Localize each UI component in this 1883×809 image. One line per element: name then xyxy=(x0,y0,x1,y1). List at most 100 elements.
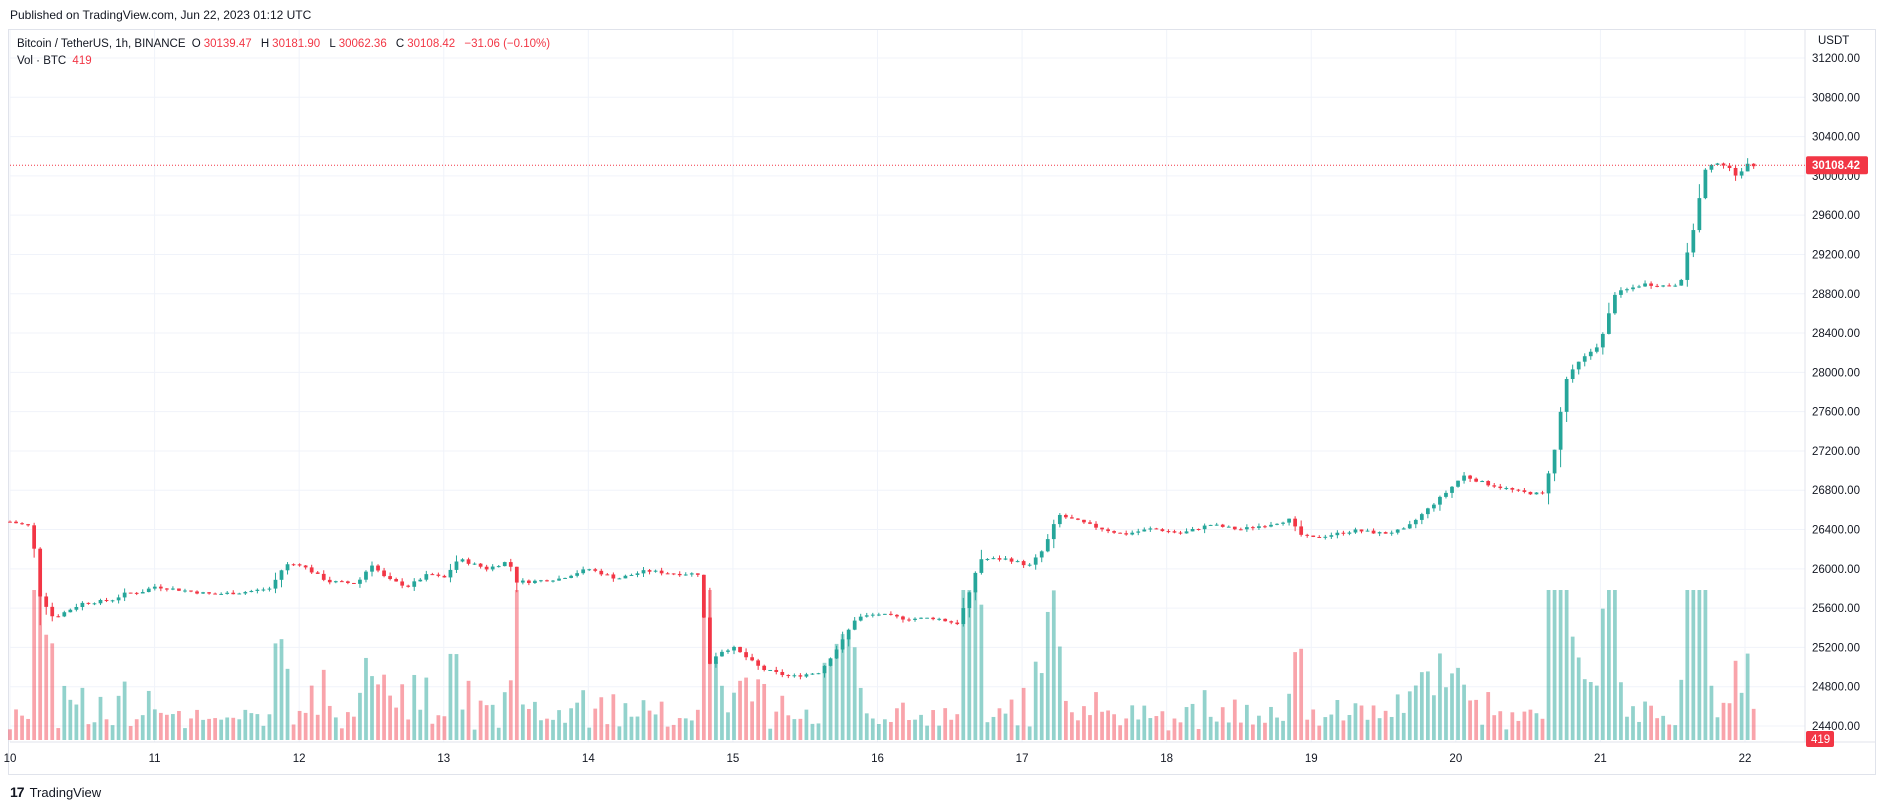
candle-body xyxy=(1094,523,1098,528)
candle-body xyxy=(1033,557,1038,565)
symbol-label[interactable]: Bitcoin / TetherUS, 1h, BINANCE xyxy=(17,38,186,50)
candle-body xyxy=(116,597,121,601)
volume-bar xyxy=(1287,693,1291,740)
candle-body xyxy=(1190,528,1195,532)
volume-bar xyxy=(382,674,386,740)
candle-body xyxy=(858,616,863,621)
candle-body xyxy=(171,588,175,590)
candle-body xyxy=(472,563,477,565)
volume-bar xyxy=(1637,721,1641,740)
change-value: −31.06 (−0.10%) xyxy=(464,38,551,50)
volume-bar xyxy=(496,727,501,740)
candle-body xyxy=(1685,252,1690,280)
volume-bar xyxy=(1691,590,1696,740)
price-tick-label: 24800.00 xyxy=(1812,682,1860,694)
price-tick-label: 27200.00 xyxy=(1812,446,1860,458)
candle-body xyxy=(1631,287,1635,290)
candle-body xyxy=(647,570,652,572)
volume-bar xyxy=(1257,715,1261,740)
candle-body xyxy=(333,581,338,583)
candle-body xyxy=(1498,486,1503,489)
price-tick-label: 25200.00 xyxy=(1812,642,1860,654)
volume-bar xyxy=(472,729,477,740)
candle-body xyxy=(798,675,803,677)
candle-body xyxy=(1178,532,1183,534)
volume-bar xyxy=(623,703,628,740)
price-tick-label: 26800.00 xyxy=(1812,485,1860,497)
candle-body xyxy=(533,580,537,584)
candle-body xyxy=(527,580,531,584)
candle-body xyxy=(943,618,948,622)
candle-body xyxy=(955,622,960,625)
volume-bar xyxy=(967,590,972,740)
candle-body xyxy=(1492,485,1497,487)
volume-bar xyxy=(714,662,718,740)
candle-body xyxy=(810,673,815,675)
candle-body xyxy=(1480,481,1485,483)
volume-bar xyxy=(882,719,887,740)
time-tick-label: 17 xyxy=(1016,753,1029,765)
volume-bar xyxy=(1232,699,1237,740)
candle-body xyxy=(925,617,929,619)
volume-bar xyxy=(38,590,43,740)
candle-body xyxy=(98,600,103,604)
candle-body xyxy=(394,579,399,582)
candle-body xyxy=(237,593,242,595)
candle-body xyxy=(400,581,405,586)
volume-label[interactable]: Vol · BTC xyxy=(17,55,67,67)
candle-body xyxy=(786,675,791,677)
volume-bar xyxy=(1118,725,1123,740)
candle-body xyxy=(1305,534,1310,536)
volume-bar xyxy=(1208,716,1213,740)
candle-body xyxy=(1226,526,1231,528)
candle-body xyxy=(701,574,706,618)
volume-bar xyxy=(128,725,133,740)
candle-body xyxy=(128,592,133,594)
volume-bar xyxy=(249,713,254,740)
volume-bar xyxy=(852,647,857,740)
candle-body xyxy=(653,570,658,572)
volume-bar xyxy=(1359,705,1364,740)
volume-bar xyxy=(26,718,30,740)
candle-body xyxy=(1124,533,1129,535)
volume-bar xyxy=(949,719,954,740)
candle-body xyxy=(231,592,236,595)
candle-body xyxy=(134,592,139,594)
candle-body xyxy=(1558,411,1563,450)
volume-bar xyxy=(557,710,561,740)
price-tick-label: 28800.00 xyxy=(1812,289,1860,301)
close-label: C xyxy=(395,38,405,50)
volume-bar xyxy=(213,718,218,740)
candle-body xyxy=(1600,333,1605,348)
volume-bar xyxy=(786,715,791,740)
candle-body xyxy=(1564,379,1569,412)
volume-bar xyxy=(358,692,362,740)
candle-body xyxy=(514,566,519,583)
candle-body xyxy=(8,521,12,523)
candle-body xyxy=(1444,492,1448,497)
volume-bar xyxy=(1293,652,1298,740)
candle-body xyxy=(195,591,199,594)
high-label: H xyxy=(260,38,270,50)
volume-bar xyxy=(979,604,984,740)
candle-body xyxy=(1299,526,1304,535)
tradingview-logo-icon[interactable]: 17 xyxy=(10,784,25,800)
volume-bar xyxy=(177,711,181,740)
volume-bar xyxy=(1226,722,1231,740)
volume-bar xyxy=(146,690,151,740)
volume-bar xyxy=(1100,711,1104,740)
candle-body xyxy=(285,564,290,571)
candle-body xyxy=(1136,531,1141,533)
volume-bar xyxy=(315,714,320,740)
candle-body xyxy=(62,612,67,617)
volume-bar xyxy=(683,718,688,740)
candle-body xyxy=(213,593,218,595)
volume-bar xyxy=(840,634,845,740)
candle-body xyxy=(1401,528,1406,530)
volume-bar xyxy=(762,683,767,740)
candle-body xyxy=(744,652,748,658)
candle-body xyxy=(460,559,465,562)
volume-bar xyxy=(352,716,356,740)
volume-bar xyxy=(1329,714,1334,740)
